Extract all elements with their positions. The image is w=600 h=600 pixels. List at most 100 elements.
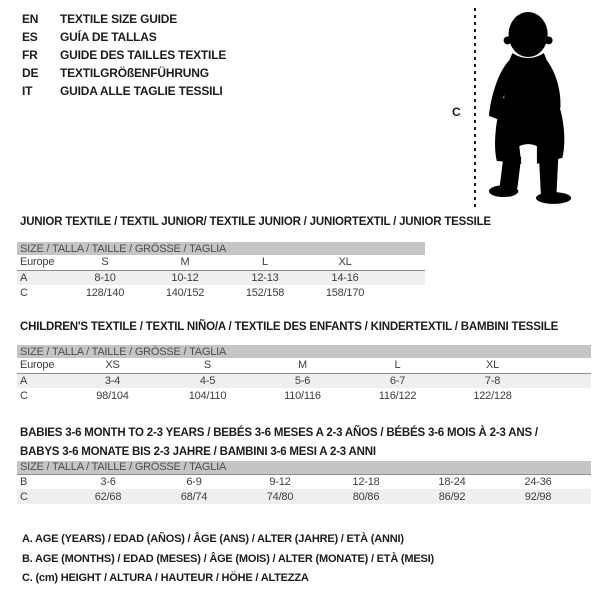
row-label: C bbox=[17, 489, 65, 504]
table-header-label: SIZE / TALLA / TAILLE / GRÖSSE / TAGLIA bbox=[17, 461, 592, 475]
note-age-years: A. AGE (YEARS) / EDAD (AÑOS) / ÂGE (ANS)… bbox=[22, 533, 404, 545]
lang-row-de: DE TEXTILGRÖßENFÜHRUNG bbox=[22, 64, 226, 82]
row-label: C bbox=[20, 286, 28, 299]
table-cell: 158/170 bbox=[325, 286, 365, 299]
junior-size-table: SIZE / TALLA / TAILLE / GRÖSSE / TAGLIA … bbox=[17, 242, 426, 300]
table-cell: L bbox=[225, 255, 305, 271]
table-cell-empty bbox=[540, 373, 592, 388]
table-cell: 86/92 bbox=[409, 489, 495, 504]
row-label: Europe bbox=[17, 255, 65, 271]
note-height: C. (cm) HEIGHT / ALTURA / HAUTEUR / HÖHE… bbox=[22, 572, 309, 584]
table-cell: 9-12 bbox=[269, 475, 291, 488]
table-cell: 104/110 bbox=[188, 389, 227, 402]
table-cell: 62/68 bbox=[65, 489, 151, 504]
table-cell: 7-8 bbox=[445, 373, 540, 388]
table-cell: 3-6 bbox=[100, 475, 116, 488]
row-label: A bbox=[17, 270, 65, 285]
table-cell: 12-13 bbox=[225, 270, 305, 285]
table-cell: 74/80 bbox=[237, 489, 323, 504]
table-cell: 110/116 bbox=[284, 389, 321, 402]
table-row-height: C 62/68 68/74 74/80 80/86 86/92 92/98 bbox=[17, 489, 592, 504]
table-row-age: A 8-10 10-12 12-13 14-16 bbox=[17, 270, 426, 285]
table-cell: XS bbox=[65, 358, 160, 374]
table-cell: 3-4 bbox=[65, 373, 160, 388]
table-cell-empty bbox=[581, 489, 592, 504]
table-cell: 12-18 bbox=[352, 475, 380, 488]
row-label: Europe bbox=[17, 358, 65, 374]
lang-code: ES bbox=[22, 30, 38, 44]
table-row-europe: Europe S M L XL bbox=[17, 255, 426, 271]
lang-label: GUÍA DE TALLAS bbox=[60, 30, 157, 44]
table-row-age: A 3-4 4-5 5-6 6-7 7-8 bbox=[17, 373, 592, 388]
table-cell: 5-6 bbox=[255, 373, 350, 388]
lang-label: TEXTILGRÖßENFÜHRUNG bbox=[60, 66, 209, 80]
row-label: C bbox=[20, 389, 28, 402]
babies-section-heading: BABIES 3-6 MONTH TO 2-3 YEARS / BEBÉS 3-… bbox=[20, 424, 580, 462]
table-header-label: SIZE / TALLA / TAILLE / GRÖSSE / TAGLIA bbox=[17, 242, 426, 255]
table-cell: 14-16 bbox=[305, 270, 385, 285]
lang-code: FR bbox=[22, 48, 38, 62]
table-cell-empty bbox=[581, 474, 591, 489]
table-header-bar: SIZE / TALLA / TAILLE / GRÖSSE / TAGLIA bbox=[17, 242, 426, 255]
table-cell: 80/86 bbox=[323, 489, 409, 504]
table-cell: 6-7 bbox=[350, 373, 445, 388]
table-cell: 68/74 bbox=[151, 489, 237, 504]
row-label: A bbox=[17, 373, 65, 388]
babies-heading-line2: BABYS 3-6 MONATE BIS 2-3 JAHRE / BAMBINI… bbox=[20, 446, 376, 458]
table-cell: 140/152 bbox=[165, 286, 205, 299]
table-cell: XL bbox=[305, 255, 385, 271]
table-row-height: C 128/140 140/152 152/158 158/170 bbox=[17, 285, 425, 300]
lang-label: GUIDA ALLE TAGLIE TESSILI bbox=[60, 84, 223, 98]
table-row-europe: Europe XS S M L XL bbox=[17, 358, 592, 374]
table-cell: 122/128 bbox=[473, 389, 512, 402]
lang-label: TEXTILE SIZE GUIDE bbox=[60, 12, 178, 26]
table-cell: 92/98 bbox=[495, 489, 581, 504]
lang-code: IT bbox=[22, 84, 33, 98]
table-cell: 10-12 bbox=[145, 270, 225, 285]
table-header-bar: SIZE / TALLA / TAILLE / GRÖSSE / TAGLIA bbox=[17, 461, 592, 475]
note-age-months: B. AGE (MONTHS) / EDAD (MESES) / ÂGE (MO… bbox=[22, 552, 434, 565]
table-header-bar: SIZE / TALLA / TAILLE / GRÖSSE / TAGLIA bbox=[17, 345, 592, 358]
table-cell: 116/122 bbox=[378, 389, 417, 402]
lang-row-it: IT GUIDA ALLE TAGLIE TESSILI bbox=[22, 82, 226, 100]
table-cell: M bbox=[255, 358, 350, 374]
table-row-months: B 3-6 6-9 9-12 12-18 18-24 24-36 bbox=[17, 474, 591, 489]
table-cell-empty bbox=[385, 270, 426, 285]
table-cell: S bbox=[65, 255, 145, 271]
row-label: B bbox=[20, 475, 28, 488]
table-cell: 6-9 bbox=[186, 475, 202, 488]
table-cell: L bbox=[350, 358, 445, 374]
table-cell-empty bbox=[385, 285, 425, 300]
lang-label: GUIDE DES TAILLES TEXTILE bbox=[60, 48, 227, 62]
table-cell: 98/104 bbox=[96, 389, 129, 402]
table-cell-empty bbox=[385, 255, 426, 271]
height-dotted-line bbox=[474, 8, 476, 210]
junior-section-heading: JUNIOR TEXTILE / TEXTIL JUNIOR/ TEXTILE … bbox=[20, 216, 491, 228]
children-section-heading: CHILDREN'S TEXTILE / TEXTIL NIÑO/A / TEX… bbox=[20, 321, 559, 333]
lang-row-es: ES GUÍA DE TALLAS bbox=[22, 28, 226, 46]
table-cell: 4-5 bbox=[160, 373, 255, 388]
language-list: EN TEXTILE SIZE GUIDE ES GUÍA DE TALLAS … bbox=[22, 10, 226, 100]
table-cell-empty bbox=[540, 358, 592, 374]
children-size-table: SIZE / TALLA / TAILLE / GRÖSSE / TAGLIA … bbox=[17, 345, 592, 403]
lang-code: DE bbox=[22, 66, 39, 80]
babies-heading-line1: BABIES 3-6 MONTH TO 2-3 YEARS / BEBÉS 3-… bbox=[20, 427, 538, 439]
table-cell-empty bbox=[540, 388, 591, 403]
table-cell: M bbox=[145, 255, 225, 271]
baby-silhouette bbox=[488, 12, 572, 204]
table-cell: 152/158 bbox=[245, 286, 285, 299]
table-cell: 24-36 bbox=[524, 475, 552, 488]
table-cell: 128/140 bbox=[85, 286, 125, 299]
table-cell: S bbox=[160, 358, 255, 374]
lang-code: EN bbox=[22, 12, 39, 26]
table-header-label: SIZE / TALLA / TAILLE / GRÖSSE / TAGLIA bbox=[17, 345, 592, 358]
table-cell: 8-10 bbox=[65, 270, 145, 285]
table-cell: 18-24 bbox=[438, 475, 466, 488]
height-measure-label: C bbox=[452, 105, 461, 119]
babies-size-table: SIZE / TALLA / TAILLE / GRÖSSE / TAGLIA … bbox=[17, 461, 592, 504]
table-row-height: C 98/104 104/110 110/116 116/122 122/128 bbox=[17, 388, 591, 403]
lang-row-fr: FR GUIDE DES TAILLES TEXTILE bbox=[22, 46, 226, 64]
legend-notes: A. AGE (YEARS) / EDAD (AÑOS) / ÂGE (ANS)… bbox=[22, 530, 434, 589]
lang-row-en: EN TEXTILE SIZE GUIDE bbox=[22, 10, 226, 28]
table-cell: XL bbox=[445, 358, 540, 374]
